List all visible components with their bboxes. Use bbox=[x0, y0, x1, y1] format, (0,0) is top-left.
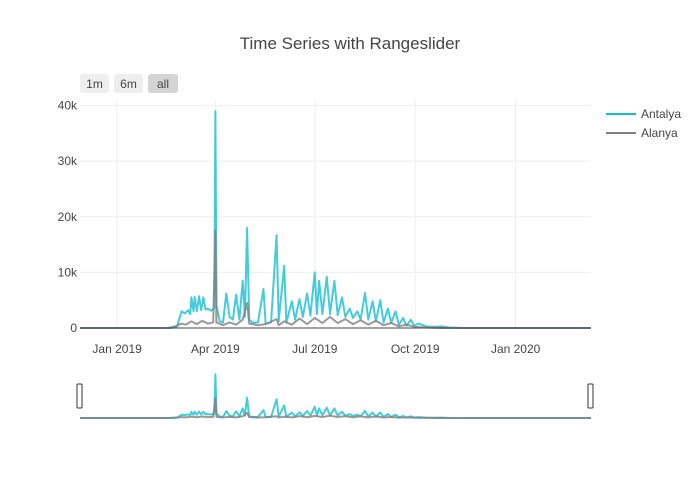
y-tick-label: 40k bbox=[58, 99, 78, 113]
range-selector: 1m 6m all bbox=[80, 74, 178, 93]
plot-area bbox=[80, 110, 591, 329]
legend: Antalya Alanya bbox=[606, 107, 681, 140]
x-tick-label: Jan 2020 bbox=[491, 342, 541, 356]
range-button-label: 1m bbox=[86, 77, 103, 91]
range-button-bg bbox=[148, 74, 178, 93]
range-button-bg bbox=[114, 74, 143, 93]
y-tick-label: 30k bbox=[58, 154, 78, 168]
range-button-label: all bbox=[157, 77, 169, 91]
range-button-1m[interactable]: 1m bbox=[80, 74, 109, 93]
range-button-all[interactable]: all bbox=[148, 74, 178, 93]
legend-item-antalya[interactable]: Antalya bbox=[606, 107, 681, 121]
chart-title: Time Series with Rangeslider bbox=[240, 34, 461, 53]
range-button-6m[interactable]: 6m bbox=[114, 74, 143, 93]
x-axis: Jan 2019 Apr 2019 Jul 2019 Oct 2019 Jan 2020 bbox=[92, 342, 540, 356]
rangeslider-left-handle[interactable] bbox=[76, 383, 83, 409]
rangeslider-line-alanya bbox=[80, 397, 591, 419]
series-line-alanya bbox=[80, 229, 591, 329]
range-button-label: 6m bbox=[120, 77, 137, 91]
rangeslider-right-handle[interactable] bbox=[587, 383, 594, 409]
y-axis: 0 10k 20k 30k 40k bbox=[58, 99, 78, 335]
gridlines bbox=[80, 100, 591, 328]
x-tick-label: Apr 2019 bbox=[191, 342, 240, 356]
y-tick-label: 20k bbox=[58, 210, 78, 224]
legend-label: Antalya bbox=[641, 107, 681, 121]
series-line-antalya bbox=[80, 110, 591, 329]
x-tick-label: Jan 2019 bbox=[92, 342, 142, 356]
rangeslider[interactable] bbox=[76, 372, 594, 419]
y-tick-label: 0 bbox=[70, 321, 77, 335]
x-tick-label: Jul 2019 bbox=[292, 342, 338, 356]
legend-label: Alanya bbox=[641, 126, 678, 140]
y-tick-label: 10k bbox=[58, 265, 78, 279]
rangeslider-line-antalya bbox=[80, 373, 591, 419]
range-button-bg bbox=[80, 74, 109, 93]
x-tick-label: Oct 2019 bbox=[391, 342, 440, 356]
legend-item-alanya[interactable]: Alanya bbox=[606, 126, 678, 140]
